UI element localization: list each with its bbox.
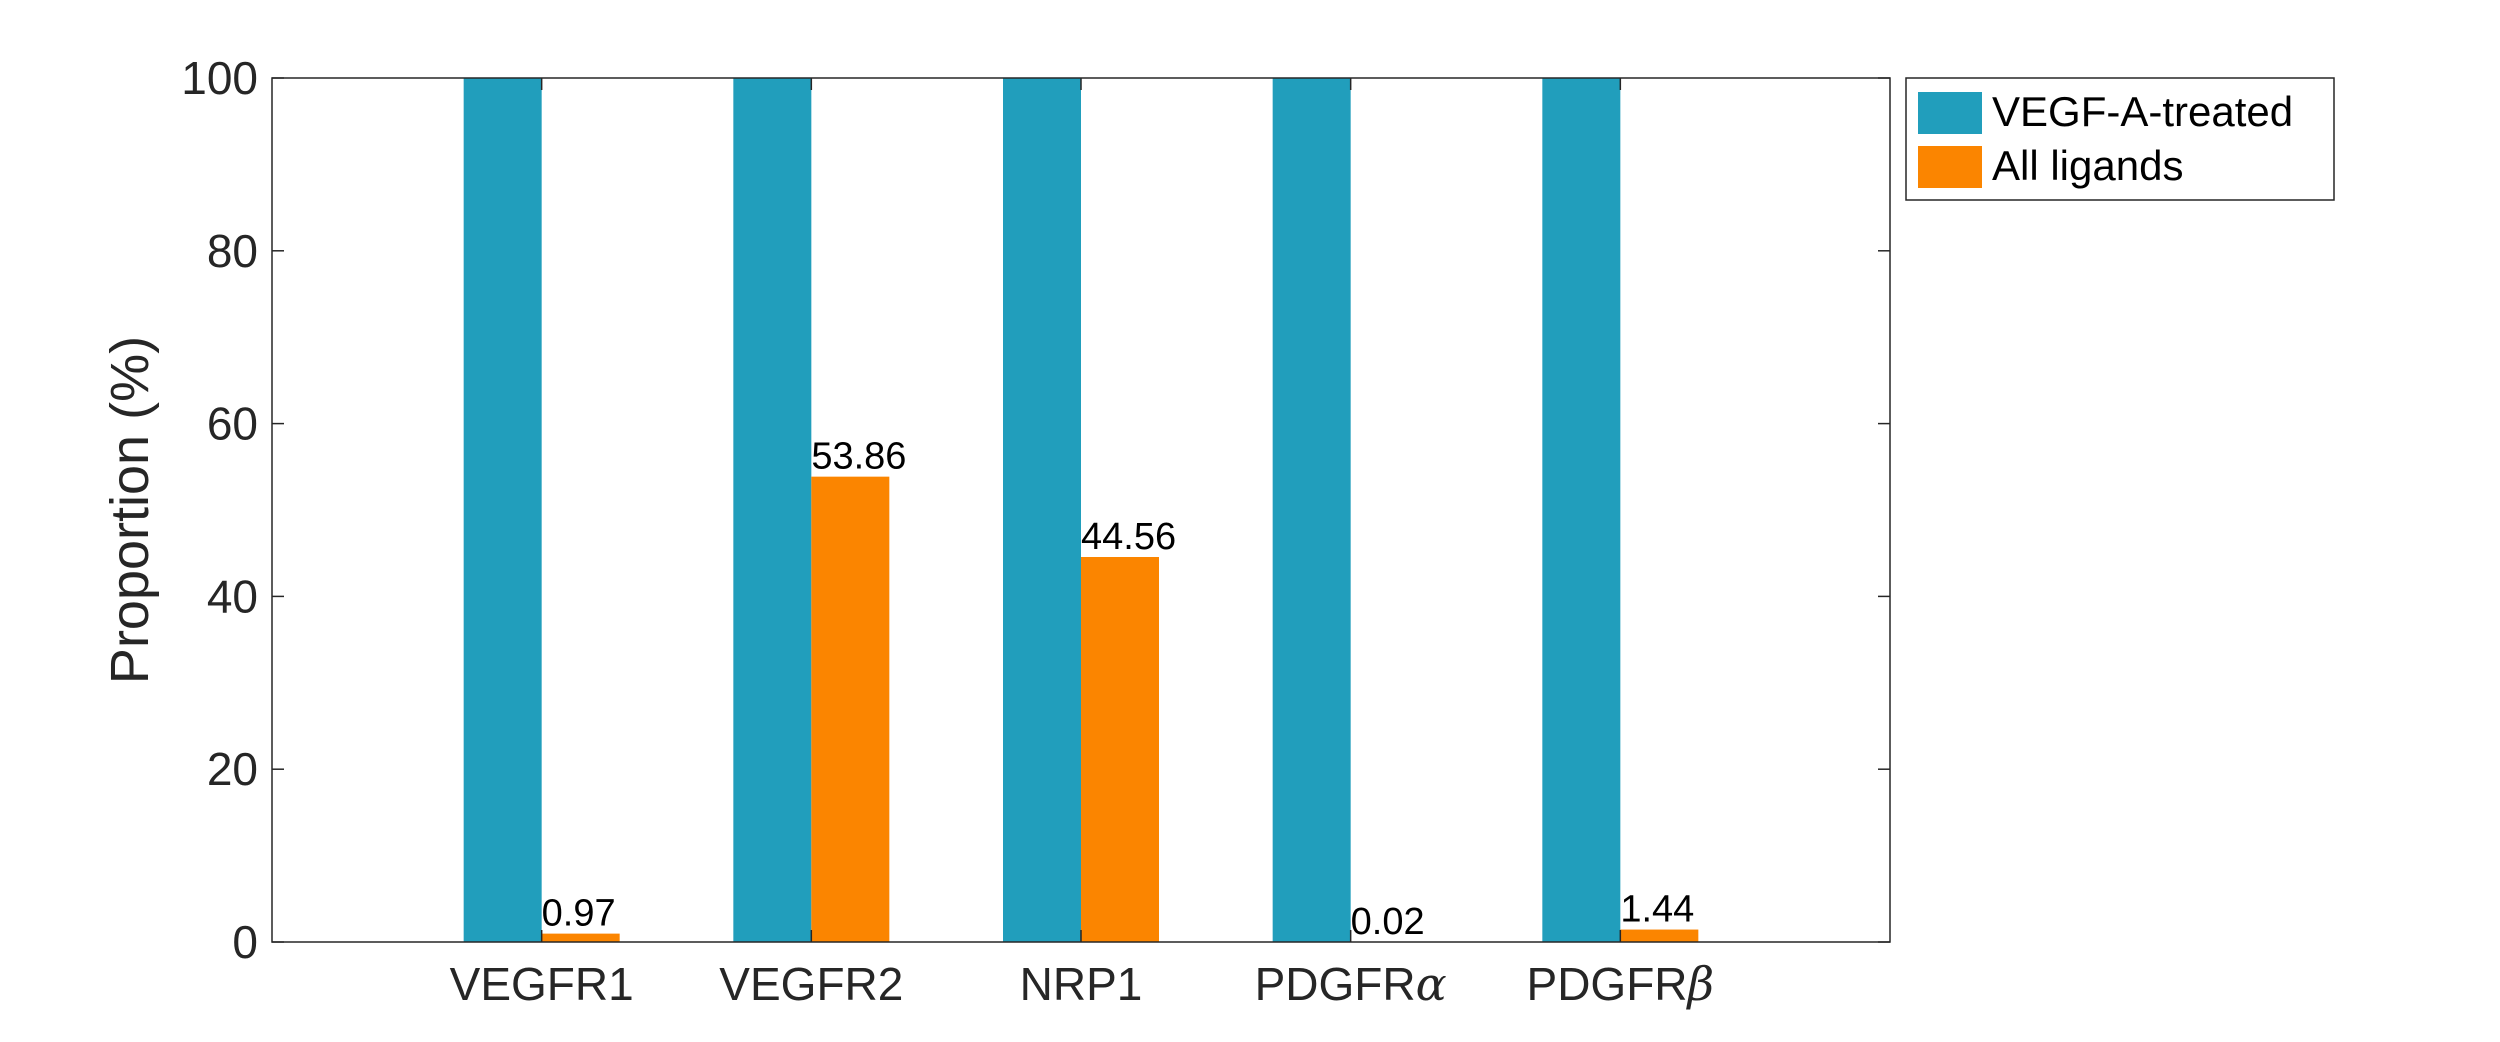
bar-vegf-a-treated-0 bbox=[463, 78, 542, 942]
y-tick-label: 60 bbox=[207, 398, 258, 450]
data-label: 0.97 bbox=[542, 893, 616, 935]
data-label: 44.56 bbox=[1081, 516, 1176, 558]
bar-all-ligands-2 bbox=[1081, 557, 1159, 942]
legend: VEGF-A-treated All ligands bbox=[1905, 77, 2335, 201]
legend-swatch bbox=[1918, 146, 1982, 188]
bar-vegf-a-treated-4 bbox=[1542, 78, 1621, 942]
y-tick-label: 100 bbox=[181, 52, 258, 104]
y-tick-label: 40 bbox=[207, 570, 258, 622]
y-axis: 0 20 40 60 80 100 bbox=[181, 52, 1890, 968]
legend-label: VEGF-A-treated bbox=[1992, 88, 2293, 135]
bar-vegf-a-treated-1 bbox=[733, 78, 812, 942]
bar-all-ligands-4 bbox=[1620, 929, 1699, 942]
x-tick-label: VEGFR2 bbox=[719, 958, 903, 1010]
data-label: 53.86 bbox=[811, 436, 906, 478]
x-axis: VEGFR1 VEGFR2 NRP1 PDGFRα PDGFRβ bbox=[450, 78, 1714, 1011]
bar-vegf-a-treated-2 bbox=[1003, 78, 1081, 942]
legend-swatch bbox=[1918, 92, 1982, 134]
bar-vegf-a-treated-3 bbox=[1272, 78, 1351, 942]
x-tick-label: VEGFR1 bbox=[450, 958, 634, 1010]
data-label: 0.02 bbox=[1351, 901, 1425, 943]
y-tick-label: 80 bbox=[207, 225, 258, 277]
x-tick-label: NRP1 bbox=[1020, 958, 1143, 1010]
bar-all-ligands-0 bbox=[541, 933, 620, 942]
y-tick-label: 0 bbox=[232, 916, 258, 968]
data-labels: 0.97 53.86 44.56 0.02 1.44 bbox=[542, 436, 1695, 943]
bar-all-ligands-1 bbox=[811, 476, 890, 942]
data-label: 1.44 bbox=[1620, 889, 1694, 931]
x-tick-label: PDGFRβ bbox=[1527, 957, 1715, 1011]
bars bbox=[463, 78, 1699, 942]
x-tick-label: PDGFRα bbox=[1255, 957, 1447, 1011]
y-tick-label: 20 bbox=[207, 743, 258, 795]
legend-label: All ligands bbox=[1992, 142, 2183, 189]
y-axis-label: Proportion (%) bbox=[100, 336, 160, 684]
